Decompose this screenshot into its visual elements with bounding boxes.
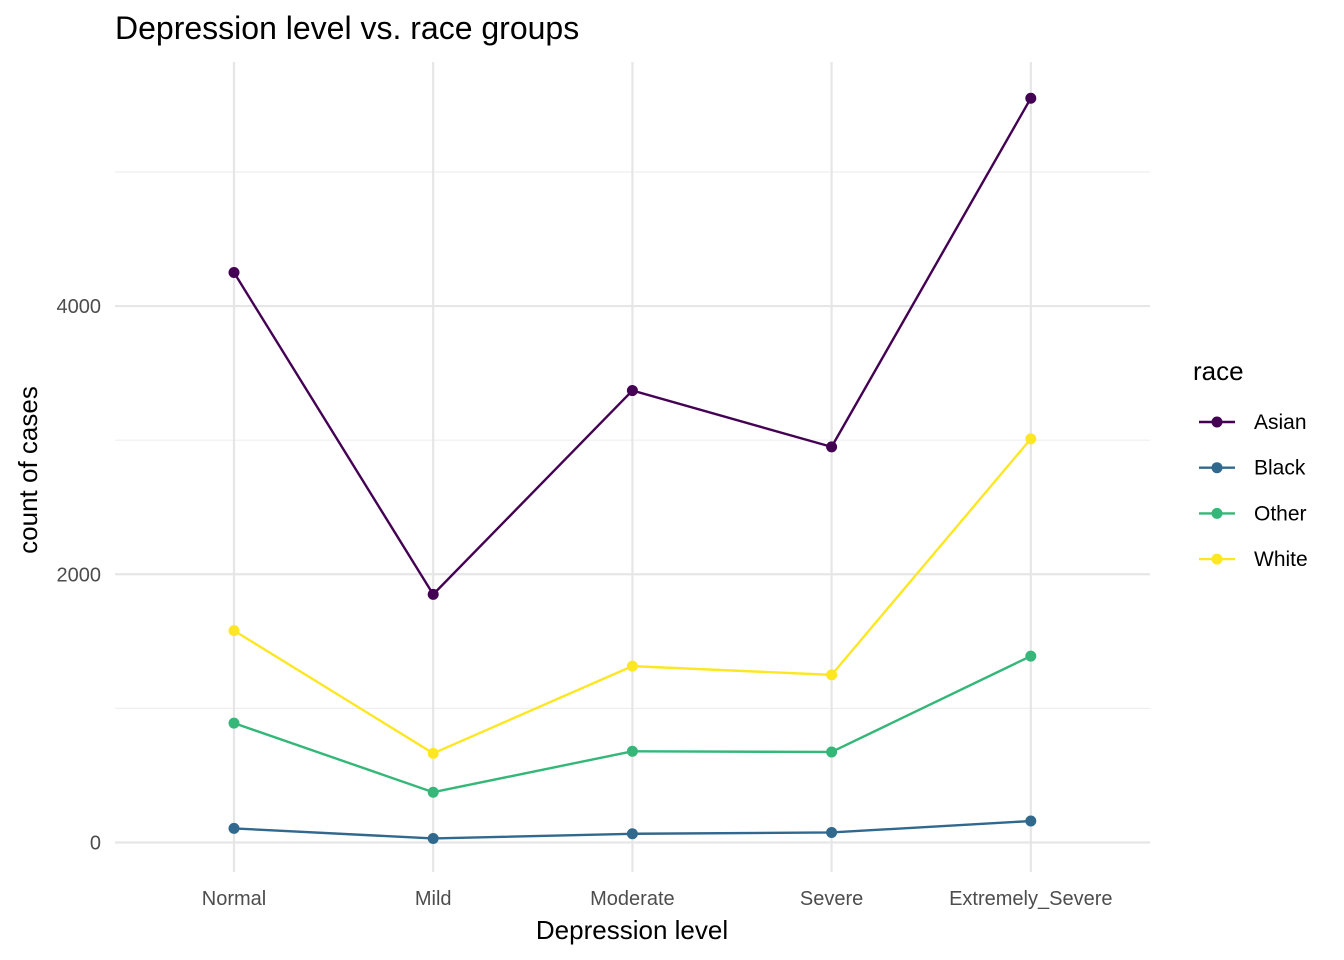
data-point-asian bbox=[626, 385, 638, 397]
legend-item-other: Other bbox=[1199, 502, 1307, 525]
gridlines bbox=[115, 62, 1150, 872]
data-point-asian bbox=[1025, 92, 1037, 104]
legend-key-point bbox=[1211, 416, 1223, 428]
chart-title: Depression level vs. race groups bbox=[115, 10, 579, 46]
series-points bbox=[228, 92, 1037, 844]
x-tick-label: Normal bbox=[202, 888, 266, 910]
y-tick-label: 0 bbox=[90, 832, 101, 854]
data-point-black bbox=[626, 828, 638, 840]
data-point-asian bbox=[228, 267, 240, 279]
legend-key-point bbox=[1211, 553, 1223, 565]
legend-label: Other bbox=[1254, 502, 1307, 525]
data-point-white bbox=[228, 625, 240, 637]
legend-items: Asian Black Other White bbox=[1199, 411, 1308, 571]
legend-item-asian: Asian bbox=[1199, 411, 1307, 434]
data-point-other bbox=[1025, 650, 1037, 662]
data-point-asian bbox=[826, 441, 838, 453]
data-point-white bbox=[826, 669, 838, 681]
x-tick-label: Severe bbox=[800, 888, 863, 910]
data-point-other bbox=[826, 746, 838, 758]
legend: race Asian Black Other White bbox=[1193, 356, 1308, 571]
data-point-black bbox=[1025, 815, 1037, 827]
legend-key-point bbox=[1211, 462, 1223, 474]
y-tick-label: 2000 bbox=[57, 564, 102, 586]
data-point-other bbox=[626, 745, 638, 757]
data-point-black bbox=[228, 822, 240, 834]
y-tick-label: 4000 bbox=[57, 296, 102, 318]
legend-title: race bbox=[1193, 356, 1244, 386]
x-tick-label: Mild bbox=[415, 888, 452, 910]
data-point-other bbox=[228, 717, 240, 729]
data-point-black bbox=[826, 826, 838, 838]
data-point-white bbox=[1025, 433, 1037, 445]
data-point-white bbox=[626, 660, 638, 672]
x-tick-label: Extremely_Severe bbox=[949, 888, 1112, 910]
x-axis-ticks: Normal Mild Moderate Severe Extremely_Severe bbox=[202, 888, 1113, 910]
y-axis-title: count of cases bbox=[13, 386, 43, 554]
data-point-white bbox=[427, 747, 439, 759]
legend-label: Black bbox=[1254, 457, 1306, 480]
y-axis-ticks: 0 2000 4000 bbox=[57, 296, 102, 854]
data-point-black bbox=[427, 832, 439, 844]
legend-item-white: White bbox=[1199, 548, 1308, 571]
legend-key-point bbox=[1211, 507, 1223, 519]
legend-item-black: Black bbox=[1199, 457, 1306, 480]
data-point-asian bbox=[427, 588, 439, 600]
data-point-other bbox=[427, 786, 439, 798]
x-axis-title: Depression level bbox=[536, 915, 728, 945]
legend-label: Asian bbox=[1254, 411, 1307, 434]
x-tick-label: Moderate bbox=[590, 888, 675, 910]
legend-label: White bbox=[1254, 548, 1308, 571]
